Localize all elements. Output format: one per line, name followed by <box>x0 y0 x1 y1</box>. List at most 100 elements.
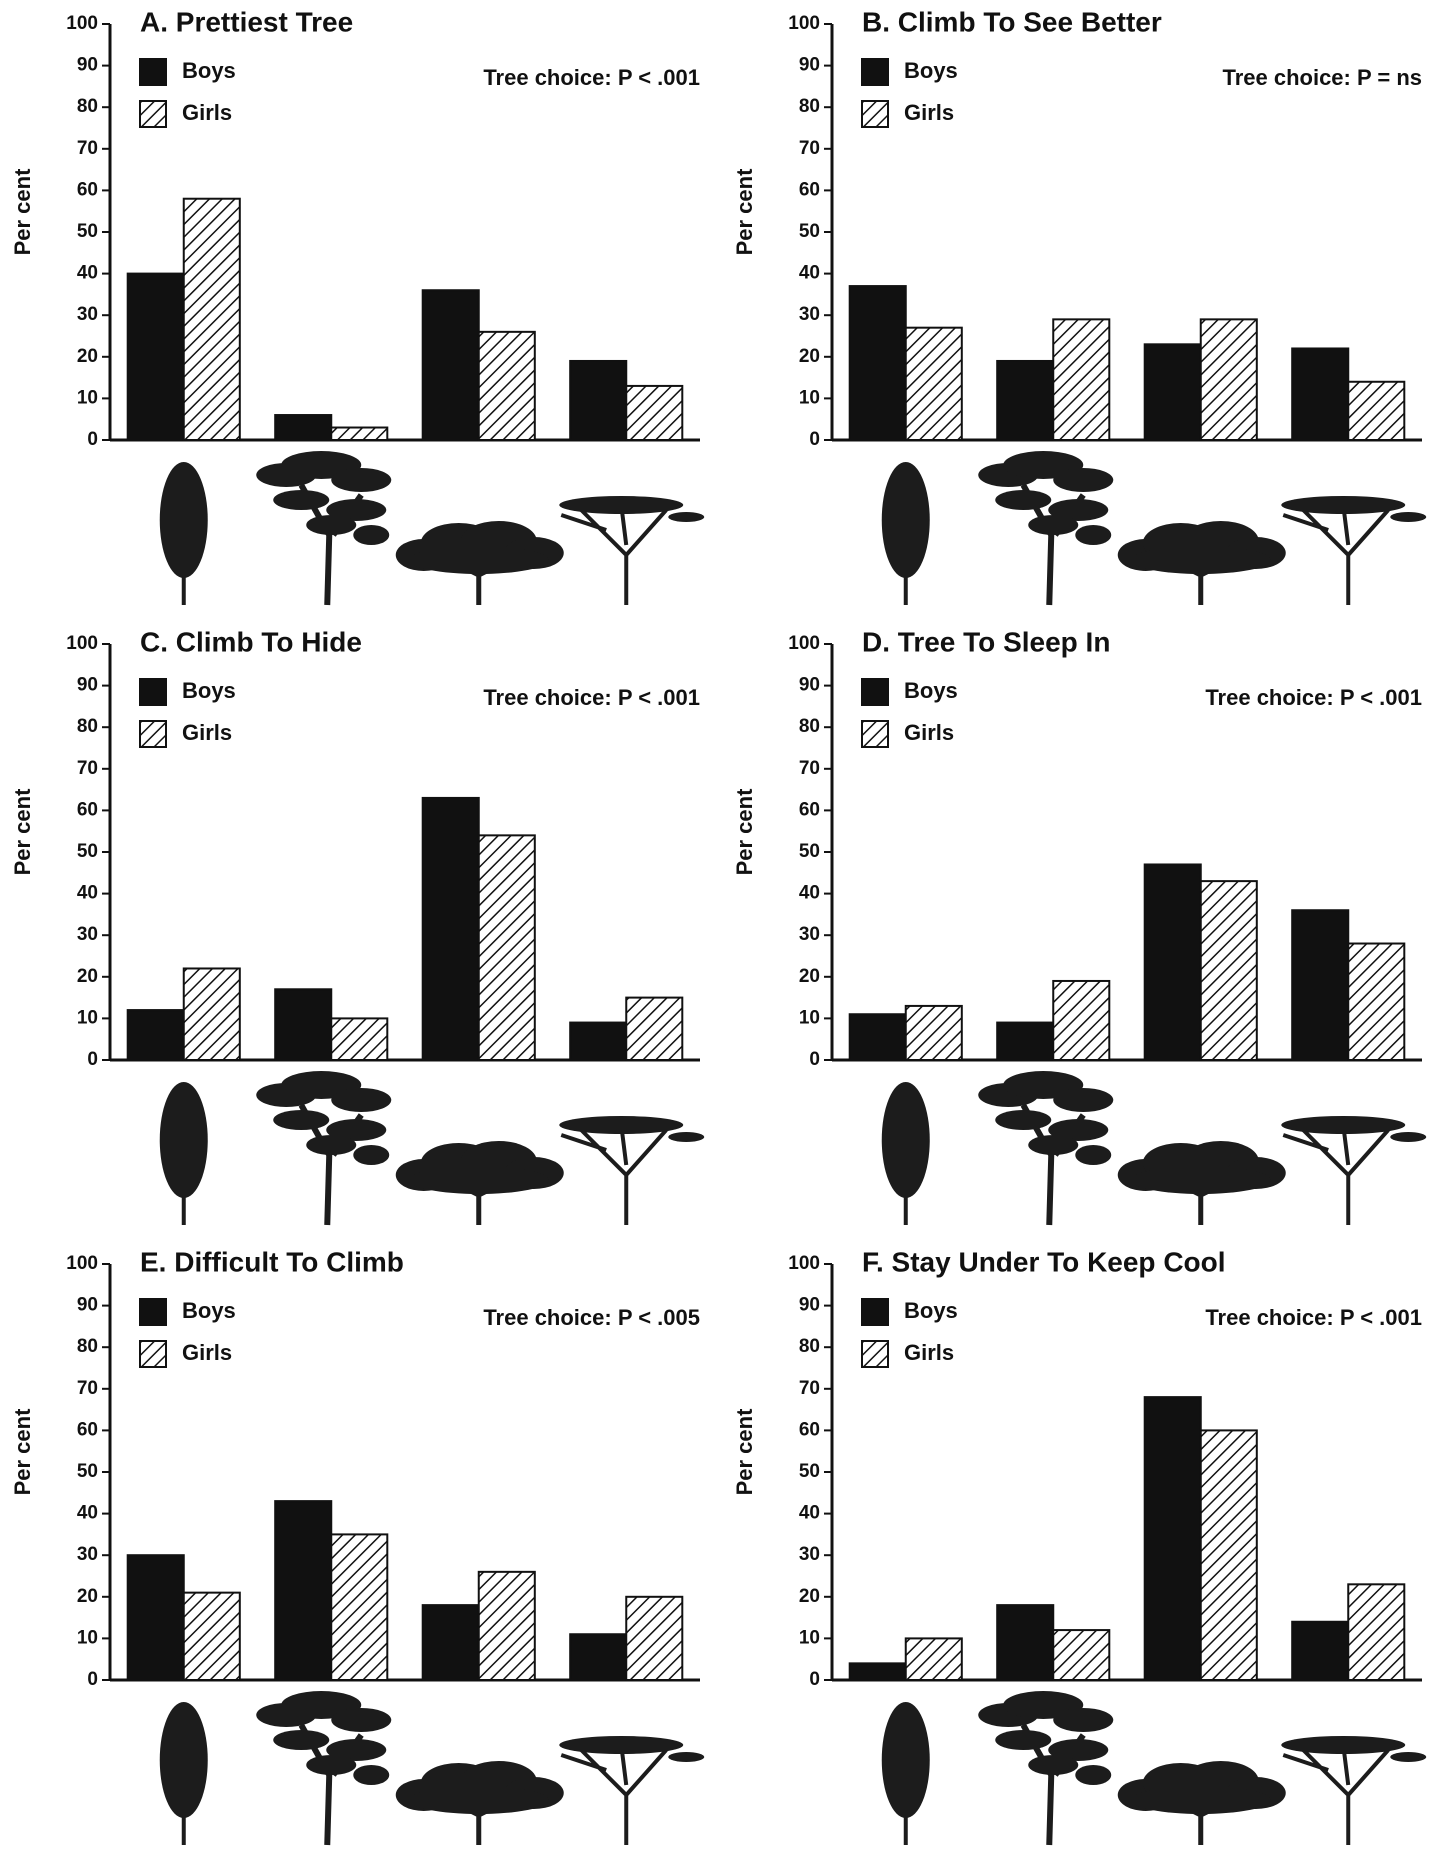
tree-crown <box>882 462 930 578</box>
y-tick-label: 60 <box>77 799 98 820</box>
y-tick-label: 50 <box>77 841 98 862</box>
y-tick-label: 50 <box>799 1461 820 1482</box>
tree-crown <box>1281 1116 1405 1134</box>
bar <box>423 798 479 1060</box>
bar <box>331 1534 387 1680</box>
y-tick-label: 60 <box>799 1419 820 1440</box>
y-tick-label: 20 <box>799 966 820 987</box>
bar <box>850 1014 906 1060</box>
tree-crown <box>668 512 704 522</box>
figure: A. Prettiest TreeTree choice: P < .001Pe… <box>0 0 1445 1849</box>
legend-swatch <box>862 1299 888 1325</box>
y-tick-label: 0 <box>809 1669 820 1690</box>
y-tick-label: 30 <box>799 304 820 325</box>
tree-crown <box>559 1116 683 1134</box>
legend-label: Girls <box>182 1340 232 1365</box>
annotation: Tree choice: P < .001 <box>1205 1305 1422 1330</box>
legend-swatch <box>862 101 888 127</box>
bar <box>906 1638 962 1680</box>
y-axis-label: Per cent <box>10 168 35 255</box>
y-tick-label: 70 <box>77 758 98 779</box>
legend-swatch <box>862 721 888 747</box>
legend-label: Boys <box>904 1298 958 1323</box>
tree-crown <box>409 1786 549 1814</box>
y-tick-label: 100 <box>788 633 820 654</box>
tree-crown <box>273 490 329 510</box>
legend-label: Girls <box>904 720 954 745</box>
annotation: Tree choice: P = ns <box>1222 65 1422 90</box>
y-axis-label: Per cent <box>732 788 757 875</box>
chart-panel: E. Difficult To ClimbTree choice: P < .0… <box>10 1246 704 1845</box>
y-tick-label: 20 <box>77 966 98 987</box>
bar <box>184 968 240 1060</box>
y-tick-label: 10 <box>799 1007 820 1028</box>
chart-title: E. Difficult To Climb <box>140 1246 404 1277</box>
y-tick-label: 50 <box>77 221 98 242</box>
tree-crown <box>160 462 208 578</box>
tree-crown <box>273 1730 329 1750</box>
legend-label: Boys <box>904 678 958 703</box>
tree-crown <box>353 525 389 545</box>
y-tick-label: 30 <box>799 924 820 945</box>
bar <box>906 328 962 440</box>
legend-swatch <box>862 1341 888 1367</box>
chart-panel: F. Stay Under To Keep CoolTree choice: P… <box>732 1246 1426 1845</box>
tree-trunk <box>1283 505 1388 605</box>
legend-label: Boys <box>182 678 236 703</box>
bar <box>850 286 906 440</box>
tree-crown <box>353 1765 389 1785</box>
tree-crown <box>331 468 391 492</box>
y-tick-label: 90 <box>799 1295 820 1316</box>
tree-crown <box>1028 1135 1078 1155</box>
y-tick-label: 100 <box>66 1253 98 1274</box>
y-tick-label: 70 <box>77 138 98 159</box>
bar <box>997 361 1053 440</box>
tree-crown <box>995 490 1051 510</box>
y-tick-label: 0 <box>809 429 820 450</box>
tree-crown <box>331 1708 391 1732</box>
y-tick-label: 10 <box>77 1007 98 1028</box>
tree-crown <box>1028 1755 1078 1775</box>
y-tick-label: 30 <box>77 304 98 325</box>
y-tick-label: 100 <box>788 13 820 34</box>
tree-crown <box>668 1752 704 1762</box>
legend-label: Girls <box>904 100 954 125</box>
y-tick-label: 10 <box>77 387 98 408</box>
y-tick-label: 20 <box>799 346 820 367</box>
bar <box>1201 881 1257 1060</box>
y-tick-label: 30 <box>77 1544 98 1565</box>
bar <box>570 1023 626 1060</box>
tree-crown <box>1390 512 1426 522</box>
legend-swatch <box>140 101 166 127</box>
chart-panel: C. Climb To HideTree choice: P < .001Per… <box>10 626 704 1225</box>
legend-label: Girls <box>182 100 232 125</box>
annotation: Tree choice: P < .001 <box>483 685 700 710</box>
bar <box>1053 1630 1109 1680</box>
y-axis-label: Per cent <box>10 788 35 875</box>
bar <box>184 1593 240 1680</box>
bar <box>1053 319 1109 440</box>
tree-crown <box>1053 1088 1113 1112</box>
y-tick-label: 20 <box>799 1586 820 1607</box>
legend-swatch <box>140 59 166 85</box>
bar <box>906 1006 962 1060</box>
bar <box>479 1572 535 1680</box>
page: A. Prettiest TreeTree choice: P < .001Pe… <box>0 0 1445 1849</box>
y-tick-label: 80 <box>799 716 820 737</box>
tree-crown <box>306 515 356 535</box>
y-tick-label: 90 <box>77 1295 98 1316</box>
bar <box>1145 344 1201 440</box>
tree-trunk <box>561 1125 666 1225</box>
tree-crown <box>1028 515 1078 535</box>
y-tick-label: 10 <box>799 1627 820 1648</box>
tree-crown <box>1053 468 1113 492</box>
bar <box>128 274 184 440</box>
y-tick-label: 70 <box>799 1378 820 1399</box>
y-tick-label: 40 <box>799 883 820 904</box>
y-axis-label: Per cent <box>732 1408 757 1495</box>
bar <box>1292 910 1348 1060</box>
tree-crown <box>1281 1736 1405 1754</box>
y-tick-label: 0 <box>87 429 98 450</box>
y-tick-label: 80 <box>77 716 98 737</box>
tree-crown <box>559 1736 683 1754</box>
